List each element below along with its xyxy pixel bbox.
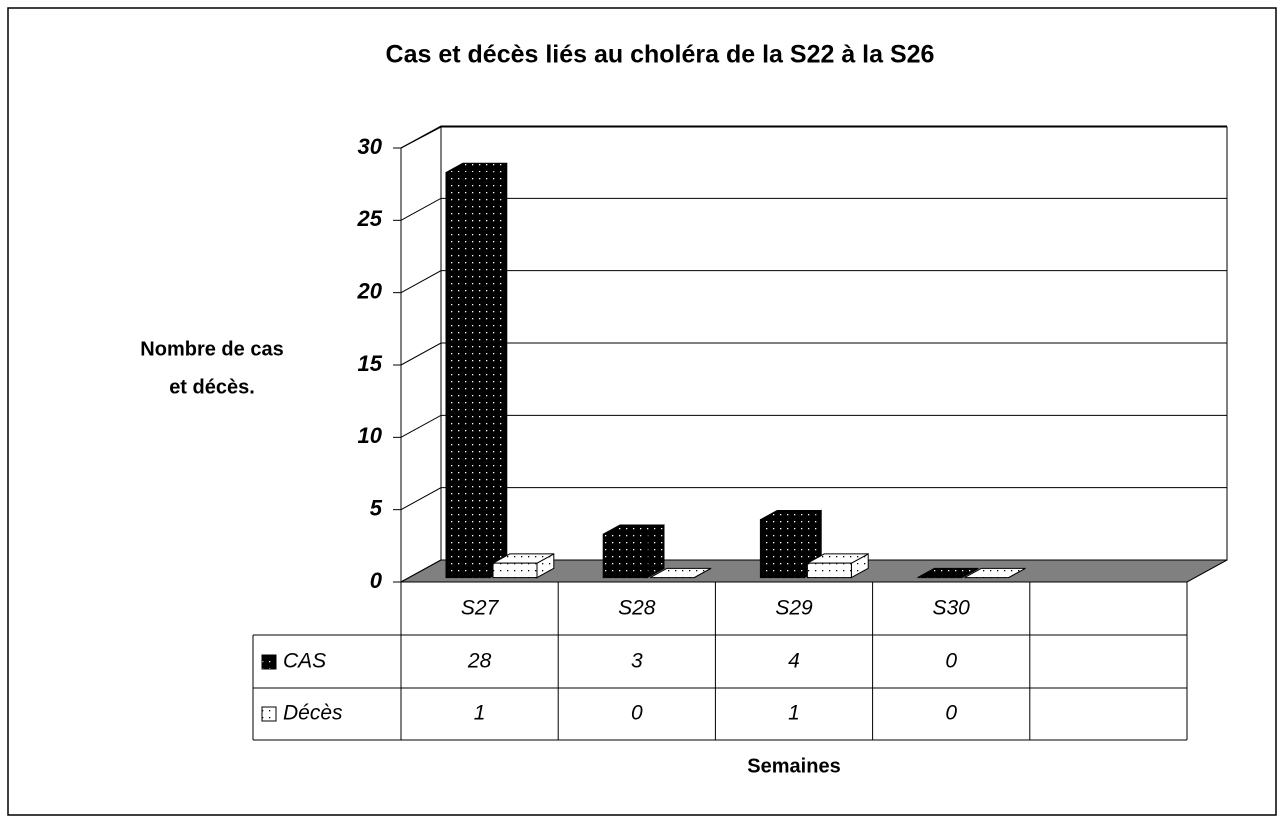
y-tick-label: 15: [358, 351, 383, 376]
x-tick-label: S30: [933, 597, 971, 620]
x-tick-label: S28: [618, 597, 656, 620]
x-axis-label: Semaines: [747, 755, 840, 777]
bar-top: [917, 567, 979, 579]
y-tick-label: 10: [358, 423, 383, 448]
table-cell: 0: [945, 702, 957, 725]
grid-line: [400, 197, 1227, 221]
y-tick-label: 5: [370, 495, 383, 520]
table-cell: 1: [474, 702, 486, 725]
legend-key: [261, 706, 277, 722]
bar-front: [759, 519, 805, 579]
grid-line: [400, 414, 1227, 438]
bar: [917, 567, 979, 579]
y-tick-label: 0: [370, 568, 383, 593]
table-cell: 4: [788, 650, 800, 673]
bar-front: [806, 562, 852, 579]
bar-side: [489, 162, 508, 579]
bar-front: [492, 562, 538, 579]
bar: [964, 567, 1026, 579]
bar: [445, 162, 508, 579]
bar: [602, 524, 665, 579]
grid-line: [400, 125, 1227, 149]
y-tick-label: 25: [357, 206, 383, 231]
table-cell: 3: [631, 650, 643, 673]
y-tick-label: 30: [358, 134, 383, 159]
bar: [492, 553, 555, 579]
legend-label: Décès: [283, 702, 343, 725]
table-cell: 0: [631, 702, 643, 725]
table-cell: 1: [788, 702, 800, 725]
bar-front: [445, 172, 491, 579]
bar-top: [964, 567, 1026, 579]
table-cell: 0: [945, 650, 957, 673]
bar: [649, 567, 712, 579]
legend-key: [261, 654, 277, 670]
chart-title: Cas et décès liés au choléra de la S22 à…: [386, 41, 935, 69]
legend-label: CAS: [283, 650, 326, 673]
y-tick-label: 20: [357, 278, 383, 303]
grid-line: [400, 270, 1227, 294]
bar-top: [649, 567, 712, 579]
y-axis-label: Nombre de cas: [140, 338, 283, 360]
grid-line: [400, 342, 1227, 366]
y-axis-label: et décès.: [169, 376, 255, 398]
x-tick-label: S29: [775, 597, 813, 620]
x-tick-label: S27: [461, 597, 500, 620]
bar: [806, 553, 869, 579]
grid-line: [400, 487, 1227, 511]
table-cell: 28: [467, 650, 492, 673]
bar-front: [602, 533, 648, 579]
